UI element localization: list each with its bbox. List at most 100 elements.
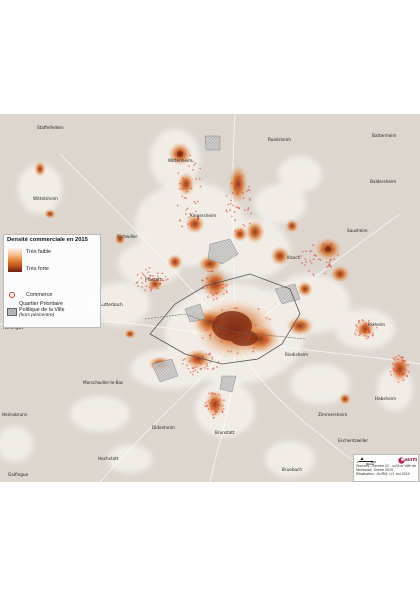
commerce-point — [204, 405, 206, 407]
legend-qpv-note: (hors péricentre) — [19, 313, 55, 318]
commerce-point — [337, 254, 339, 256]
commerce-point — [354, 324, 357, 326]
commerce-point — [232, 340, 235, 343]
commerce-point — [353, 332, 356, 334]
commerce-point — [217, 285, 219, 287]
commerce-point — [223, 330, 225, 333]
commerce-point — [142, 273, 145, 276]
commerce-point — [308, 270, 311, 272]
commerce-point — [213, 292, 215, 295]
commerce-point — [152, 275, 154, 277]
commerce-point — [204, 367, 206, 369]
place-label: Sausheim — [347, 228, 368, 233]
commerce-point — [212, 294, 214, 296]
commerce-point — [145, 285, 148, 287]
commerce-point — [367, 331, 370, 333]
commerce-point — [367, 327, 370, 330]
commerce-point — [225, 290, 228, 292]
commerce-point — [233, 318, 236, 321]
commerce-point — [199, 368, 202, 370]
commerce-point — [301, 262, 303, 264]
commerce-point — [220, 409, 223, 411]
railway — [144, 313, 306, 340]
commerce-point — [199, 185, 202, 188]
commerce-point — [313, 258, 315, 261]
commerce-point — [215, 402, 217, 405]
commerce-point — [205, 329, 208, 331]
commerce-point — [210, 408, 213, 410]
commerce-point — [359, 333, 362, 335]
commerce-point — [204, 402, 207, 404]
commerce-point — [217, 360, 220, 363]
commerce-point — [408, 370, 410, 373]
commerce-point — [242, 192, 244, 194]
commerce-point — [164, 275, 167, 278]
commerce-point — [183, 196, 186, 199]
commerce-point — [248, 222, 251, 225]
commerce-point — [357, 322, 360, 324]
commerce-point — [206, 365, 209, 367]
commerce-point — [315, 255, 318, 257]
commerce-point — [216, 292, 218, 295]
commerce-point — [209, 335, 211, 337]
commerce-point — [209, 402, 212, 405]
commerce-point — [212, 398, 215, 401]
commerce-point — [403, 367, 406, 369]
legend-qpv: Quartier Prioritaire Politique de la Vil… — [19, 301, 65, 313]
commerce-point — [136, 274, 139, 276]
commerce-point — [209, 337, 212, 340]
commerce-point — [148, 266, 151, 269]
commerce-point — [369, 331, 371, 334]
commerce-point — [219, 398, 221, 401]
commerce-point — [213, 319, 216, 321]
scale-bar — [359, 457, 373, 462]
commerce-point — [192, 168, 194, 171]
commerce-point — [364, 335, 366, 337]
commerce-point — [322, 243, 324, 246]
place-label: Ruelisheim — [268, 137, 291, 142]
commerce-point — [213, 323, 215, 326]
legend-title: Densité commerciale en 2015 — [7, 237, 88, 243]
commerce-point — [156, 278, 159, 281]
commerce-point — [195, 358, 198, 361]
commerce-points — [135, 154, 410, 419]
commerce-point — [190, 224, 193, 227]
commerce-point — [185, 209, 187, 211]
commerce-point — [226, 350, 229, 353]
commerce-point — [156, 275, 159, 278]
commerce-point — [245, 337, 248, 340]
commerce-point — [372, 323, 375, 326]
commerce-point — [235, 307, 238, 309]
place-label: Hochstatt — [98, 456, 119, 461]
commerce-point — [137, 285, 139, 287]
commerce-point — [245, 190, 248, 193]
place-label: Wittelsheim — [33, 196, 58, 201]
commerce-point — [237, 206, 239, 209]
commerce-point — [400, 356, 403, 358]
commerce-point — [234, 230, 237, 232]
commerce-point — [187, 223, 189, 225]
commerce-point — [185, 197, 187, 199]
commerce-point — [363, 327, 366, 330]
commerce-point — [207, 354, 210, 356]
commerce-point — [216, 332, 219, 334]
commerce-point — [234, 219, 236, 221]
scale-max: 900 — [371, 460, 377, 464]
commerce-point — [148, 277, 150, 279]
commerce-point — [398, 354, 400, 357]
place-label: Eschentzwiller — [338, 438, 369, 443]
commerce-point — [397, 358, 399, 360]
scale-unit: Mètres — [366, 463, 374, 466]
density-gradient — [8, 248, 22, 272]
commerce-point — [326, 266, 328, 268]
commerce-point — [329, 258, 331, 261]
commerce-point — [402, 374, 405, 376]
commerce-point — [210, 291, 213, 294]
commerce-point — [206, 286, 208, 289]
commerce-point — [211, 404, 214, 407]
commerce-point — [233, 185, 236, 187]
commerce-point — [310, 262, 313, 264]
commerce-point — [371, 334, 374, 337]
commerce-point — [390, 373, 393, 376]
commerce-point — [189, 371, 192, 374]
